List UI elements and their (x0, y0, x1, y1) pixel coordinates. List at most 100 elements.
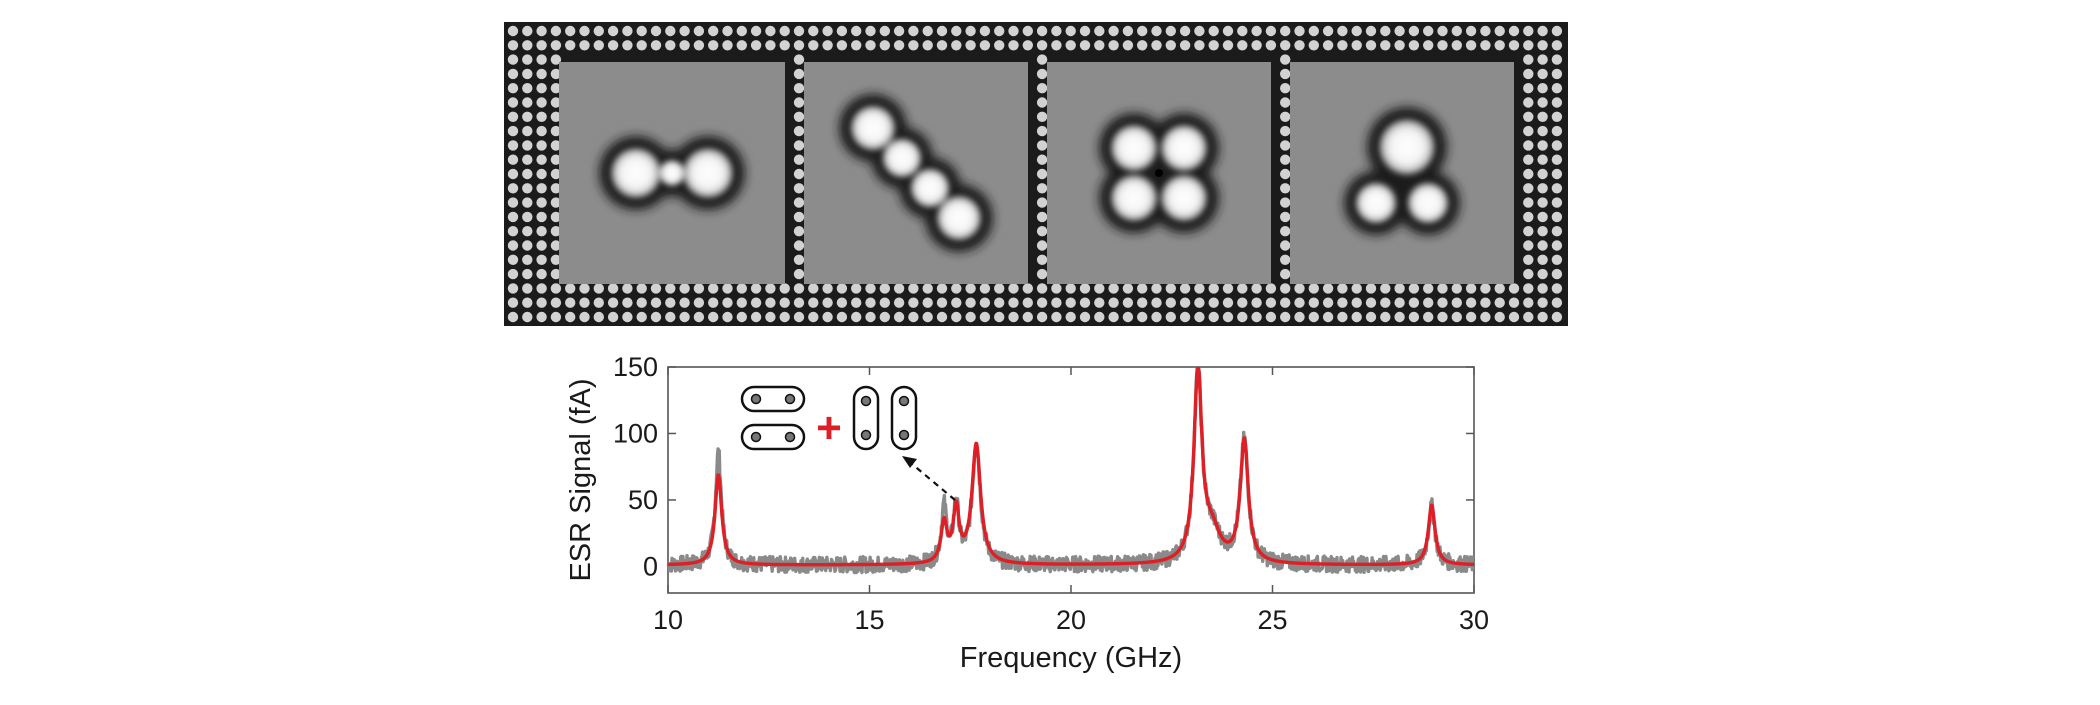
frame-dot (750, 297, 762, 308)
frame-dot (1280, 283, 1291, 294)
frame-dot (1151, 311, 1162, 323)
center-dot (1155, 169, 1163, 177)
frame-dot (965, 297, 976, 308)
frame-dot (1065, 25, 1076, 37)
frame-dot (507, 140, 519, 151)
horizontal-dimer-icon (740, 423, 806, 451)
frame-dot (636, 311, 647, 323)
frame-dot (1551, 140, 1563, 151)
frame-dot (1523, 68, 1534, 80)
frame-dot (1523, 268, 1534, 280)
frame-dot (522, 83, 533, 94)
frame-dot (836, 40, 848, 51)
frame-dot (1508, 25, 1520, 37)
frame-dot (1280, 226, 1291, 237)
frame-dot (636, 283, 647, 294)
frame-dot (1122, 311, 1134, 323)
frame-dot (507, 240, 519, 251)
frame-dot (1480, 311, 1491, 323)
frame-dot (1523, 240, 1534, 251)
frame-dot (1094, 311, 1105, 323)
esr-chart: 0 50 100 150 10 15 20 25 30 Frequency (GHz) ESR… (565, 352, 1489, 674)
frame-dot (1079, 297, 1091, 308)
frame-dot (1365, 283, 1377, 294)
bright-lobe (909, 167, 951, 209)
frame-dot (1551, 211, 1563, 223)
frame-dot (893, 297, 905, 308)
frame-dot (536, 268, 547, 280)
stm-tile-2 (804, 62, 1028, 284)
stm-tile-3 (1047, 62, 1271, 284)
frame-dot (922, 25, 933, 37)
frame-dot (622, 311, 633, 323)
frame-dot (622, 297, 633, 308)
frame-dot (1179, 25, 1191, 37)
frame-dot (765, 25, 776, 37)
frame-dot (1551, 54, 1563, 65)
frame-dot (1394, 40, 1405, 51)
frame-dot (1208, 25, 1219, 37)
frame-dot (1294, 25, 1305, 37)
frame-dot (1551, 240, 1563, 251)
frame-dot (507, 54, 519, 65)
frame-dot (1280, 168, 1291, 180)
frame-dot (1065, 311, 1076, 323)
stm-tile-1 (559, 62, 785, 284)
frame-dot (851, 283, 862, 294)
frame-dot (893, 40, 905, 51)
frame-dot (793, 140, 805, 151)
frame-dot (793, 183, 805, 194)
frame-dot (507, 183, 519, 194)
frame-dot (565, 25, 576, 37)
frame-dot (522, 268, 533, 280)
frame-dot (650, 297, 662, 308)
frame-dot (693, 283, 705, 294)
frame-dot (550, 183, 562, 194)
frame-dot (1079, 40, 1091, 51)
frame-dot (1294, 283, 1305, 294)
frame-dot (736, 311, 747, 323)
frame-dot (1280, 25, 1291, 37)
frame-dot (1280, 111, 1291, 123)
frame-dot (1151, 283, 1162, 294)
bright-lobe (935, 194, 983, 242)
frame-dot (550, 40, 562, 51)
frame-dot (579, 297, 590, 308)
frame-dot (1494, 40, 1505, 51)
frame-dot (1351, 311, 1362, 323)
frame-dot (536, 254, 547, 265)
dashed-pointer-arrow (902, 456, 956, 501)
frame-dot (1208, 311, 1219, 323)
frame-dot (793, 211, 805, 223)
frame-dot (908, 297, 919, 308)
frame-dot (565, 311, 576, 323)
frame-dot (851, 40, 862, 51)
frame-dot (579, 283, 590, 294)
frame-dot (793, 83, 805, 94)
frame-dot (693, 25, 705, 37)
frame-dot (822, 283, 833, 294)
frame-dot (1408, 40, 1420, 51)
frame-dot (1537, 125, 1548, 137)
frame-dot (793, 111, 805, 123)
frame-dot (1036, 168, 1048, 180)
frame-dot (607, 40, 619, 51)
frame-dot (536, 311, 547, 323)
frame-dot (1551, 83, 1563, 94)
frame-dot (1337, 297, 1348, 308)
frame-dot (979, 40, 991, 51)
frame-dot (1423, 283, 1434, 294)
frame-dot (622, 40, 633, 51)
x-tick-label: 25 (1257, 605, 1287, 635)
frame-dot (507, 268, 519, 280)
frame-dot (965, 25, 976, 37)
frame-dot (1437, 40, 1448, 51)
frame-dot (1437, 311, 1448, 323)
frame-dot (836, 283, 848, 294)
frame-dot (1394, 311, 1405, 323)
frame-dot (650, 311, 662, 323)
frame-dot (779, 297, 790, 308)
frame-dot (1537, 183, 1548, 194)
frame-dot (665, 297, 676, 308)
frame-dot (1465, 283, 1477, 294)
